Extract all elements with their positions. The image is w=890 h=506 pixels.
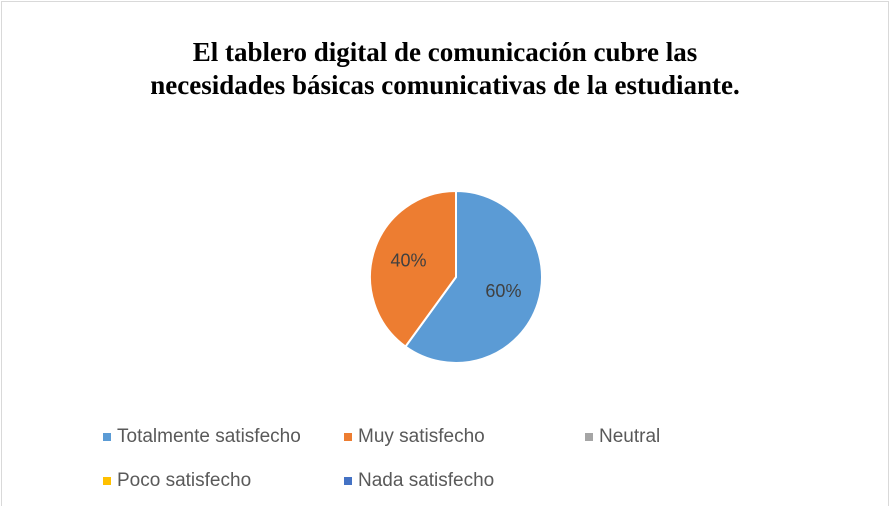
legend-marker [344, 433, 352, 441]
data-label: 60% [485, 281, 521, 301]
legend-label: Neutral [599, 426, 660, 447]
legend-marker [585, 433, 593, 441]
pie-slice [369, 189, 457, 348]
legend-label: Poco satisfecho [117, 470, 251, 491]
chart-title: El tablero digital de comunicación cubre… [150, 37, 740, 100]
pie-slice [404, 189, 543, 364]
legend-marker [103, 477, 111, 485]
data-label: 40% [391, 250, 427, 270]
legend-label: Nada satisfecho [358, 470, 494, 491]
legend-label: Totalmente satisfecho [117, 426, 301, 447]
legend-marker [103, 433, 111, 441]
legend-marker [344, 477, 352, 485]
legend-label: Muy satisfecho [358, 426, 485, 447]
